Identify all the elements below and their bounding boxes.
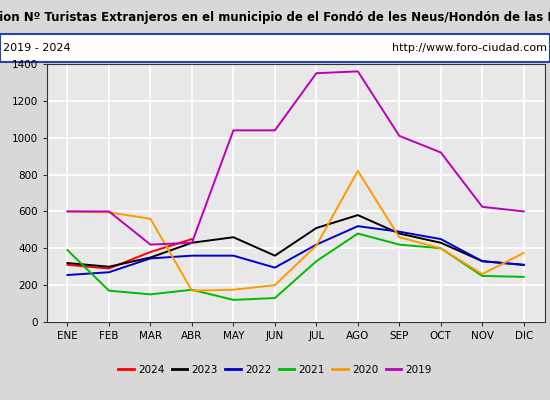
Text: 2019 - 2024: 2019 - 2024 <box>3 43 70 53</box>
Text: olucion Nº Turistas Extranjeros en el municipio de el Fondó de les Neus/Hondón d: olucion Nº Turistas Extranjeros en el mu… <box>0 10 550 24</box>
Legend: 2024, 2023, 2022, 2021, 2020, 2019: 2024, 2023, 2022, 2021, 2020, 2019 <box>114 361 436 379</box>
Text: http://www.foro-ciudad.com: http://www.foro-ciudad.com <box>392 43 547 53</box>
